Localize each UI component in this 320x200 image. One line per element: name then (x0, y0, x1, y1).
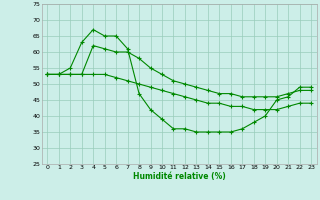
X-axis label: Humidité relative (%): Humidité relative (%) (133, 172, 226, 181)
